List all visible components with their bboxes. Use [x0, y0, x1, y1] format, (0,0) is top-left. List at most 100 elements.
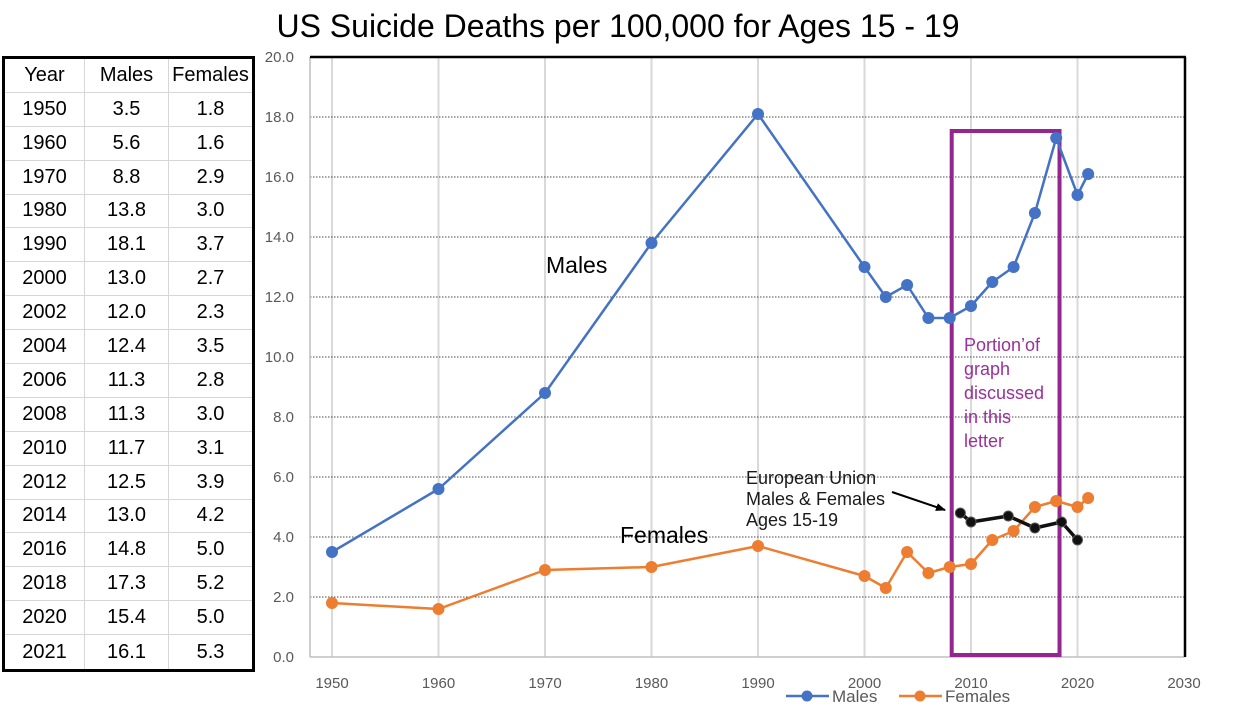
- eu-data-point: [1002, 510, 1014, 522]
- females-data-point: [858, 570, 871, 582]
- table-cell-females: 5.0: [169, 601, 252, 636]
- males-data-point: [986, 276, 999, 288]
- table-cell-males: 11.3: [85, 364, 169, 398]
- males-data-point: [1028, 207, 1041, 219]
- y-tick-label: 20.0: [265, 49, 294, 66]
- table-cell-year: 1960: [5, 126, 85, 161]
- highlight-label-line: Portion’of: [964, 335, 1041, 355]
- table-cell-females: 1.8: [169, 93, 252, 127]
- eu-data-point: [1072, 534, 1083, 546]
- females-data-point: [1050, 495, 1063, 507]
- females-data-point: [1007, 525, 1020, 537]
- table-cell-males: 12.5: [85, 465, 169, 500]
- gridlines: [310, 57, 1185, 657]
- males-data-point: [1007, 261, 1020, 273]
- table-cell-females: 2.9: [169, 161, 252, 195]
- table-cell-females: 1.6: [169, 127, 252, 161]
- table-cell-males: 8.8: [85, 160, 169, 195]
- eu-arrow-icon: [891, 491, 946, 511]
- y-tick-label: 4.0: [273, 529, 294, 546]
- x-tick-label: 1950: [315, 675, 348, 692]
- table-cell-males: 13.0: [85, 262, 169, 297]
- table-cell-females: 3.0: [169, 398, 252, 432]
- x-tick-label: 1980: [635, 675, 668, 692]
- females-data-point: [943, 561, 956, 573]
- y-tick-label: 6.0: [273, 469, 294, 486]
- table-cell-year: 2010: [5, 431, 85, 466]
- table-cell-year: 1980: [5, 194, 85, 229]
- females-data-point: [1028, 501, 1041, 513]
- females-data-point: [986, 534, 999, 546]
- males-data-point: [858, 261, 871, 273]
- females-data-point: [1082, 492, 1095, 504]
- table-cell-females: 3.9: [169, 466, 252, 500]
- table-cell-males: 11.7: [85, 431, 169, 466]
- table-cell-females: 5.0: [169, 533, 252, 568]
- table-cell-males: 14.8: [85, 533, 169, 568]
- table-header-females: Females: [169, 59, 252, 93]
- series-group: [326, 108, 1095, 615]
- eu-series-label-line: European Union: [746, 468, 876, 488]
- y-tick-label: 8.0: [273, 409, 294, 426]
- females-data-point: [879, 582, 892, 594]
- males-data-point: [1050, 132, 1063, 144]
- y-tick-label: 0.0: [273, 649, 294, 666]
- y-tick-label: 14.0: [265, 229, 294, 246]
- males-data-point: [1071, 189, 1084, 201]
- highlight-box-group: [949, 129, 1062, 657]
- x-tick-label: 2020: [1061, 675, 1094, 692]
- table-cell-year: 1950: [5, 92, 85, 127]
- table-cell-females: 5.3: [196, 640, 225, 663]
- table-cell-females: 2.3: [169, 296, 252, 331]
- table-cell-females: 2.7: [169, 262, 252, 297]
- table-cell-males: 18.1: [85, 228, 169, 263]
- table-cell-females: 3.1: [169, 432, 252, 466]
- females-data-point: [901, 546, 914, 558]
- y-tick-label: 2.0: [273, 589, 294, 606]
- table-cell-males: 15.4: [85, 601, 169, 636]
- eu-data-point: [965, 516, 977, 528]
- highlight-box: [949, 129, 1062, 657]
- table-cell-year: 1990: [5, 228, 85, 263]
- males-data-point: [965, 300, 977, 312]
- legend-marker-icon: [914, 690, 926, 702]
- table-cell-year: 2008: [5, 397, 85, 432]
- females-data-point: [645, 561, 658, 573]
- eu-series-label-line: Ages 15-19: [746, 510, 838, 530]
- table-cell-year: 2014: [5, 499, 85, 534]
- eu-data-point: [1056, 516, 1068, 528]
- table-cell-males: 12.0: [85, 296, 169, 331]
- legend-marker-icon: [801, 690, 813, 702]
- eu-series-label-line: Males & Females: [746, 489, 885, 509]
- highlight-label-line: graph: [964, 359, 1010, 379]
- table-cell-males: 11.3: [85, 397, 169, 432]
- males-data-point: [752, 108, 764, 120]
- x-tick-label: 2030: [1167, 675, 1200, 692]
- y-tick-label: 12.0: [265, 289, 294, 306]
- males-data-point: [1082, 168, 1095, 180]
- legend-label: Males: [832, 687, 877, 706]
- highlight-label-line: letter: [964, 431, 1004, 451]
- data-table: Year Males Females 1950 3.5 1.8 1960 5.6 1.6 1970…: [2, 56, 255, 672]
- table-cell-females: 3.5: [169, 330, 252, 364]
- table-cell-males: 16.1: [85, 635, 169, 669]
- females-data-point: [432, 603, 445, 615]
- males-data-point: [879, 291, 892, 303]
- legend-item-males: Males: [786, 687, 877, 706]
- x-tick-label: 1960: [422, 675, 455, 692]
- y-tick-label: 16.0: [265, 169, 294, 186]
- males-data-point: [901, 279, 914, 291]
- table-cell-females: 3.7: [169, 228, 252, 263]
- table-cell-males: 17.3: [85, 567, 169, 602]
- table-cell-males: 13.8: [85, 194, 169, 229]
- males-data-point: [645, 237, 658, 249]
- females-data-point: [965, 558, 977, 570]
- table-cell-females: 4.2: [169, 500, 252, 534]
- females-data-point: [1071, 501, 1084, 513]
- table-cell-males: 5.6: [85, 126, 169, 161]
- table-cell-year: 2002: [5, 296, 85, 331]
- table-cell-year: 2021: [5, 635, 85, 669]
- eu-data-point: [1029, 522, 1041, 534]
- males-data-point: [326, 546, 338, 558]
